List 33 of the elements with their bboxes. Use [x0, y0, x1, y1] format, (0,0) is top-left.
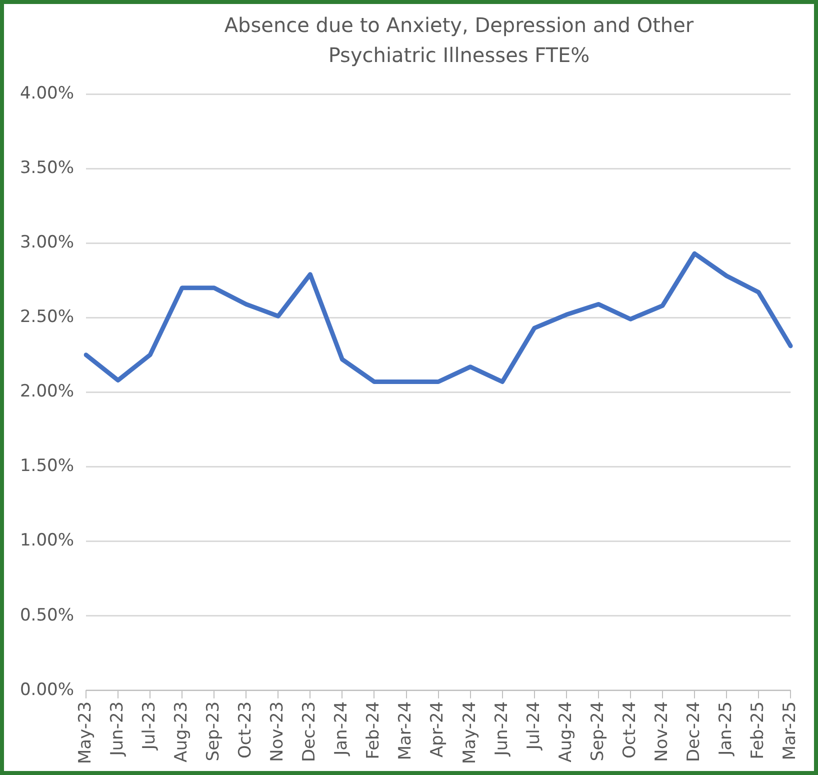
x-tick-label: Aug-23 [172, 701, 192, 762]
y-tick-label: 0.50% [20, 605, 74, 626]
chart-title: Absence due to Anxiety, Depression and Other Psychiatric Illnesses FTE% [223, 12, 695, 69]
x-tick-label: May-23 [75, 701, 96, 764]
x-tick-label: Dec-23 [300, 701, 320, 762]
x-tick-label: Aug-24 [556, 701, 576, 762]
y-tick-label: 2.50% [20, 307, 74, 328]
x-tick-label: Mar-24 [396, 701, 416, 760]
x-tick-label: Sep-24 [588, 701, 608, 762]
x-tick-label: Jul-24 [524, 701, 544, 751]
y-tick-label: 0.00% [20, 680, 74, 700]
x-tick-label: Oct-24 [620, 701, 640, 759]
y-tick-label: 3.50% [20, 158, 74, 178]
x-tick-label: Feb-24 [364, 701, 384, 760]
x-tick-label: Oct-23 [236, 701, 256, 759]
x-tick-label: Jun-24 [492, 701, 512, 757]
y-tick-label: 1.50% [20, 456, 74, 476]
x-tick-label: Apr-24 [428, 701, 448, 758]
x-tick-label: Jun-23 [107, 701, 128, 757]
x-tick-label: Feb-25 [748, 701, 768, 760]
x-tick-label: Nov-24 [652, 701, 672, 762]
x-tick-label: Dec-24 [684, 701, 704, 762]
x-tick-label: Sep-23 [204, 701, 224, 762]
x-tick-label: Jul-23 [139, 701, 160, 751]
x-tick-label: Jan-25 [716, 701, 736, 756]
x-tick-label: May-24 [460, 701, 480, 764]
y-tick-label: 3.00% [20, 232, 74, 253]
y-tick-label: 4.00% [20, 83, 74, 104]
x-tick-label: Jan-24 [332, 701, 352, 756]
y-tick-label: 2.00% [20, 382, 74, 402]
x-tick-label: Mar-25 [780, 701, 800, 760]
y-tick-label: 1.00% [20, 530, 74, 551]
x-tick-label: Nov-23 [268, 701, 288, 762]
